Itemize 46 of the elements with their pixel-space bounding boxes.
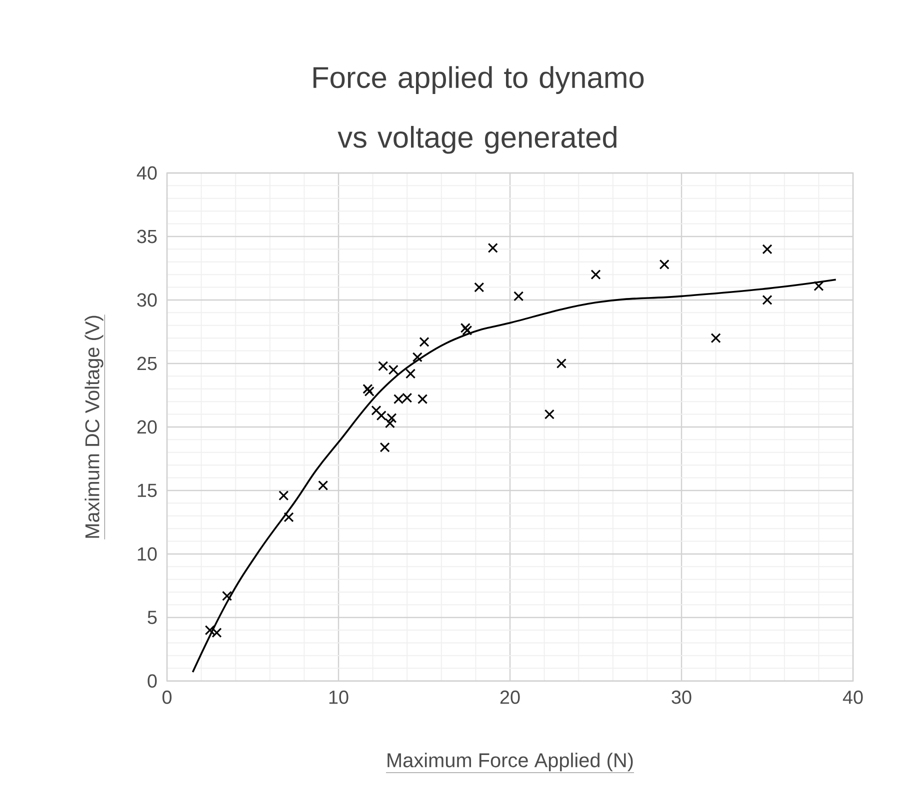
- y-tick-label: 20: [137, 420, 157, 434]
- point: [405, 368, 416, 379]
- point: [284, 512, 294, 522]
- y-tick-label: 35: [137, 230, 157, 244]
- point: [222, 590, 232, 601]
- x-tick-label: 20: [500, 690, 520, 704]
- point: [814, 280, 824, 292]
- point: [762, 294, 772, 306]
- point: [412, 352, 422, 362]
- x-tick-label: 40: [842, 690, 863, 704]
- y-axis-title: Maximum DC Voltage (V): [84, 316, 104, 538]
- point: [378, 360, 388, 372]
- y-tick-label: 0: [148, 674, 157, 688]
- point: [362, 384, 373, 394]
- chart-title: Force applied to dynamo vs voltage generated: [313, 66, 644, 154]
- point: [418, 394, 428, 404]
- point: [380, 442, 390, 452]
- point: [659, 259, 670, 270]
- y-tick-label: 10: [138, 547, 157, 561]
- y-tick-label: 30: [137, 293, 157, 307]
- y-tick-label: 25: [137, 356, 157, 370]
- point: [462, 325, 472, 336]
- point: [278, 490, 289, 501]
- point: [488, 242, 498, 253]
- point: [514, 291, 524, 302]
- x-tick-label: 0: [162, 690, 172, 704]
- x-tick-label: 10: [329, 690, 348, 704]
- line-series: [192, 278, 837, 673]
- point: [544, 409, 554, 420]
- point: [590, 270, 601, 280]
- point: [474, 282, 484, 292]
- point: [710, 333, 721, 344]
- point: [388, 364, 398, 375]
- y-tick-label: 15: [138, 484, 157, 498]
- y-tick-label: 40: [136, 166, 157, 180]
- x-tick-label: 30: [672, 690, 692, 704]
- x-axis-title: Maximum Force Applied (N): [388, 752, 633, 772]
- point: [419, 336, 430, 347]
- point: [318, 480, 328, 490]
- point: [384, 418, 395, 428]
- point: [460, 322, 470, 333]
- point: [762, 244, 772, 254]
- point: [364, 386, 374, 396]
- y-tick-label: 5: [148, 610, 157, 624]
- point: [371, 405, 382, 416]
- point: [556, 358, 566, 369]
